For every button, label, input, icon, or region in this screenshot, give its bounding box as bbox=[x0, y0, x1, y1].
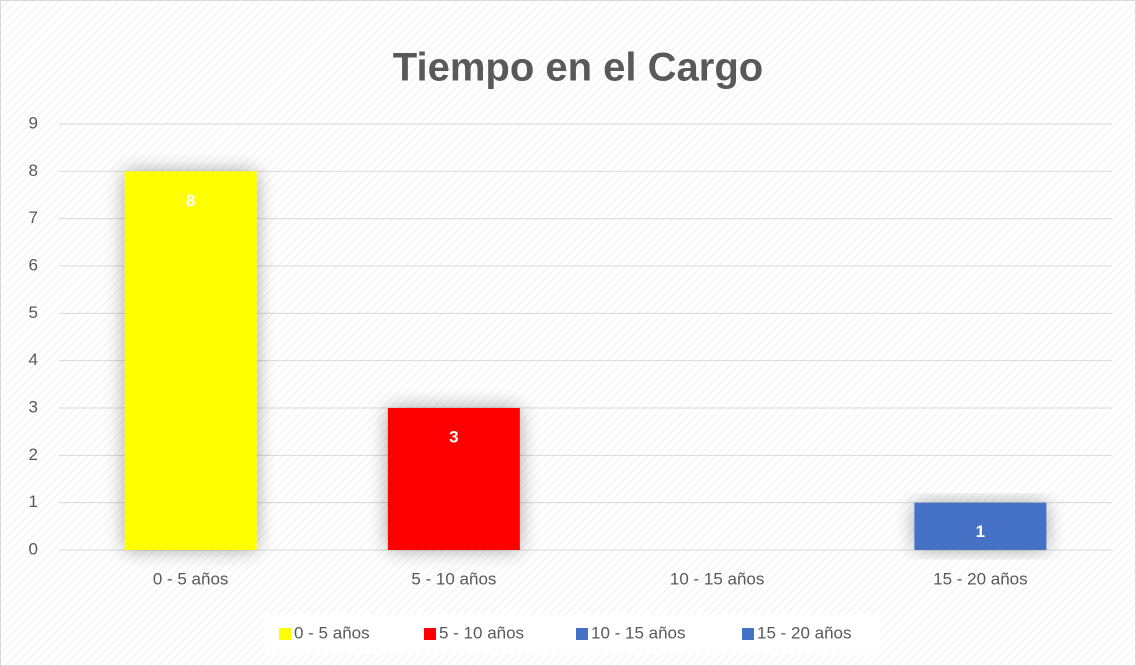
data-label: 1 bbox=[976, 522, 985, 541]
legend-swatch bbox=[424, 628, 436, 640]
bar bbox=[124, 171, 257, 551]
legend-swatch bbox=[279, 628, 291, 640]
legend-swatch bbox=[742, 628, 754, 640]
legend-background bbox=[265, 614, 880, 654]
y-tick-label: 2 bbox=[29, 445, 38, 464]
y-tick-label: 3 bbox=[29, 397, 38, 416]
legend-label: 15 - 20 años bbox=[757, 623, 852, 642]
y-tick-label: 9 bbox=[29, 113, 38, 132]
y-tick-label: 4 bbox=[29, 350, 38, 369]
y-tick-label: 6 bbox=[29, 255, 38, 274]
legend-label: 10 - 15 años bbox=[591, 623, 686, 642]
x-tick-label: 5 - 10 años bbox=[411, 569, 496, 588]
x-tick-label: 15 - 20 años bbox=[933, 569, 1028, 588]
x-tick-label: 10 - 15 años bbox=[670, 569, 765, 588]
data-label: 3 bbox=[449, 427, 458, 446]
bar bbox=[914, 502, 1047, 550]
legend-swatch bbox=[576, 628, 588, 640]
y-tick-label: 7 bbox=[29, 208, 38, 227]
x-tick-label: 0 - 5 años bbox=[153, 569, 229, 588]
bar bbox=[387, 408, 520, 550]
y-tick-label: 8 bbox=[29, 161, 38, 180]
data-label: 8 bbox=[186, 191, 195, 210]
chart-title: Tiempo en el Cargo bbox=[393, 46, 763, 90]
y-tick-label: 0 bbox=[29, 539, 38, 558]
legend-label: 5 - 10 años bbox=[439, 623, 524, 642]
y-tick-label: 5 bbox=[29, 303, 38, 322]
y-tick-label: 1 bbox=[29, 492, 38, 511]
legend-label: 0 - 5 años bbox=[294, 623, 370, 642]
